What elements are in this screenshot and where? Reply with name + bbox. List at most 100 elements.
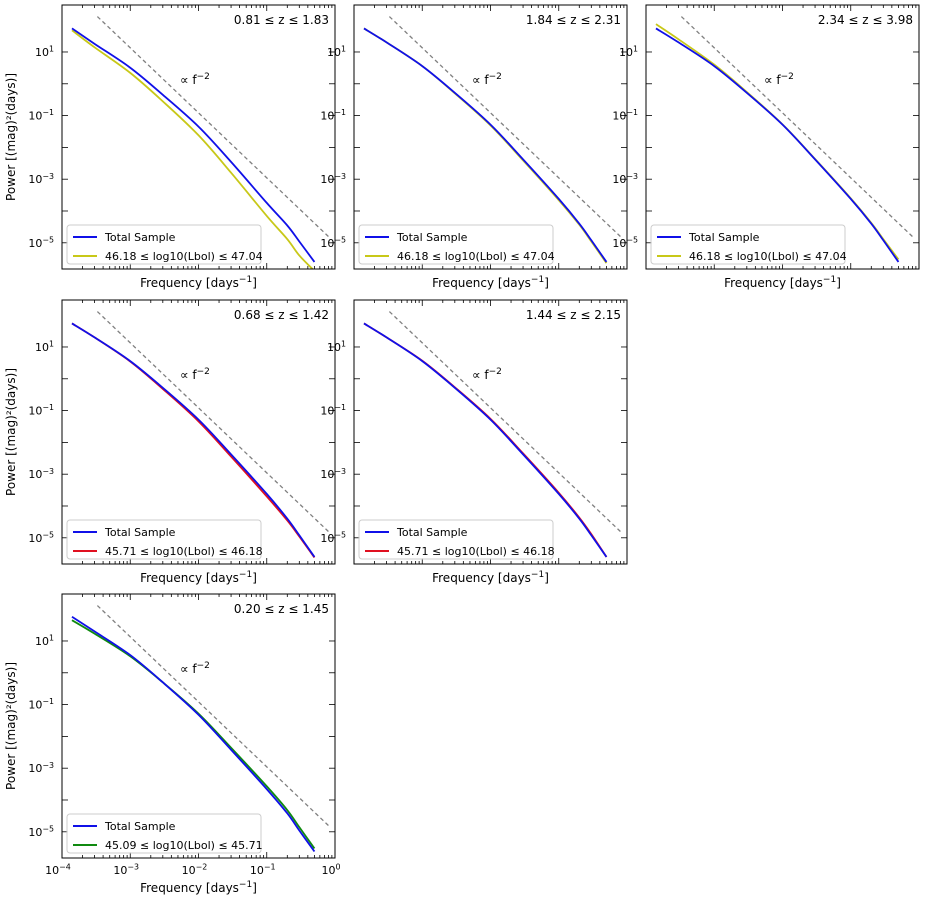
annotation-exp: −2 [489, 367, 502, 377]
annotation-base: ∝ f [472, 73, 489, 87]
y-tick-label: 10−5 [28, 824, 54, 838]
reference-line-f-minus-2 [388, 311, 622, 533]
y-tick-label-base: 10 [28, 173, 42, 186]
x-axis-label-base: Frequency [days [432, 276, 531, 290]
series-line-luminosity-bin [655, 23, 900, 260]
x-tick-label-base: 10 [182, 864, 196, 877]
legend-box [66, 519, 262, 560]
legend-box [66, 813, 262, 854]
x-axis-label: Frequency [days−1] [140, 880, 257, 895]
x-axis-label: Frequency [days−1] [432, 570, 549, 585]
annotation-base: ∝ f [180, 662, 197, 676]
x-tick-label-exp: −2 [196, 863, 208, 872]
y-tick-label-exp: 1 [633, 45, 638, 54]
y-axis-label: Power [(mag)²(days)] [4, 368, 18, 496]
x-axis-label-exp: −1 [823, 275, 836, 285]
y-tick-label-base: 10 [320, 405, 334, 418]
y-tick-label-exp: −5 [334, 530, 346, 539]
axes-frame [353, 4, 628, 270]
y-tick-label: 10−1 [612, 108, 638, 122]
annotation-proportional-f-minus-2: ∝ f−2 [472, 367, 502, 382]
legend-entry-label: Total Sample [104, 526, 176, 539]
x-axis-label-exp: −1 [531, 570, 544, 580]
panel-redshift-label: 1.44 ≤ z ≤ 2.15 [526, 308, 621, 322]
y-tick-label-base: 10 [320, 173, 334, 186]
y-tick-label: 101 [619, 45, 638, 59]
annotation-base: ∝ f [180, 368, 197, 382]
reference-line-f-minus-2 [96, 605, 330, 827]
legend-entry-label: 45.09 ≤ log10(Lbol) ≤ 45.71 [105, 839, 263, 852]
y-tick-label-exp: −1 [42, 697, 54, 706]
y-tick-label-exp: −1 [334, 108, 346, 117]
annotation-exp: −2 [489, 72, 502, 82]
annotation-base: ∝ f [764, 73, 781, 87]
y-tick-label: 10−1 [320, 403, 346, 417]
x-axis-label-base: Frequency [days [140, 881, 239, 895]
y-tick-label-exp: 1 [49, 634, 54, 643]
y-tick-label-base: 10 [28, 532, 42, 545]
y-tick-label-base: 10 [612, 237, 626, 250]
x-axis-label-exp: −1 [531, 275, 544, 285]
y-tick-label-exp: −5 [42, 824, 54, 833]
axis-ticks [353, 300, 628, 564]
x-tick-label-exp: −4 [59, 863, 71, 872]
reference-line-f-minus-2 [388, 16, 622, 238]
annotation-proportional-f-minus-2: ∝ f−2 [472, 72, 502, 87]
y-tick-label-base: 10 [28, 468, 42, 481]
legend-box [66, 224, 262, 265]
panel-redshift-label: 0.20 ≤ z ≤ 1.45 [234, 602, 329, 616]
y-tick-label-base: 10 [28, 826, 42, 839]
x-tick-label-exp: 0 [335, 863, 340, 872]
y-tick-label: 101 [35, 634, 54, 648]
y-tick-label-base: 10 [327, 341, 341, 354]
x-axis-label-close: ] [252, 571, 257, 585]
x-tick-label-base: 10 [45, 864, 59, 877]
y-tick-label-exp: −5 [626, 235, 638, 244]
y-tick-label-base: 10 [619, 46, 633, 59]
axes-frame [353, 299, 628, 565]
y-tick-label-base: 10 [28, 405, 42, 418]
y-tick-label-base: 10 [35, 635, 49, 648]
y-tick-label-exp: 1 [341, 45, 346, 54]
annotation-proportional-f-minus-2: ∝ f−2 [180, 661, 210, 676]
series-line-total-sample [363, 322, 608, 558]
y-tick-label-exp: −5 [42, 530, 54, 539]
y-tick-label: 10−1 [28, 108, 54, 122]
panel-redshift-label: 0.68 ≤ z ≤ 1.42 [234, 308, 329, 322]
x-tick-label: 10−2 [182, 863, 208, 877]
x-axis-label-exp: −1 [239, 570, 252, 580]
y-tick-label: 101 [35, 45, 54, 59]
y-tick-label-base: 10 [612, 173, 626, 186]
y-tick-label: 10−3 [28, 761, 54, 775]
y-tick-label-base: 10 [320, 468, 334, 481]
y-tick-label-exp: −3 [334, 172, 346, 181]
legend-entry-label: Total Sample [396, 526, 468, 539]
x-axis-label-base: Frequency [days [432, 571, 531, 585]
y-tick-label: 10−5 [320, 530, 346, 544]
annotation-proportional-f-minus-2: ∝ f−2 [764, 72, 794, 87]
x-tick-label-base: 10 [113, 864, 127, 877]
series-line-total-sample [363, 27, 608, 263]
annotation-exp: −2 [197, 72, 210, 82]
annotation-base: ∝ f [180, 73, 197, 87]
series-line-total-sample [71, 322, 316, 558]
x-axis-label-close: ] [252, 276, 257, 290]
y-tick-label-exp: −3 [334, 467, 346, 476]
y-tick-label: 10−3 [28, 467, 54, 481]
series-line-luminosity-bin [71, 619, 316, 849]
y-tick-label: 10−5 [28, 530, 54, 544]
y-tick-label: 101 [327, 340, 346, 354]
x-tick-label-base: 10 [321, 864, 335, 877]
annotation-base: ∝ f [472, 368, 489, 382]
x-axis-label-base: Frequency [days [140, 571, 239, 585]
panel-redshift-label: 0.81 ≤ z ≤ 1.83 [234, 13, 329, 27]
series-line-luminosity-bin [71, 29, 314, 269]
y-tick-label: 101 [35, 340, 54, 354]
y-tick-label: 10−3 [28, 172, 54, 186]
